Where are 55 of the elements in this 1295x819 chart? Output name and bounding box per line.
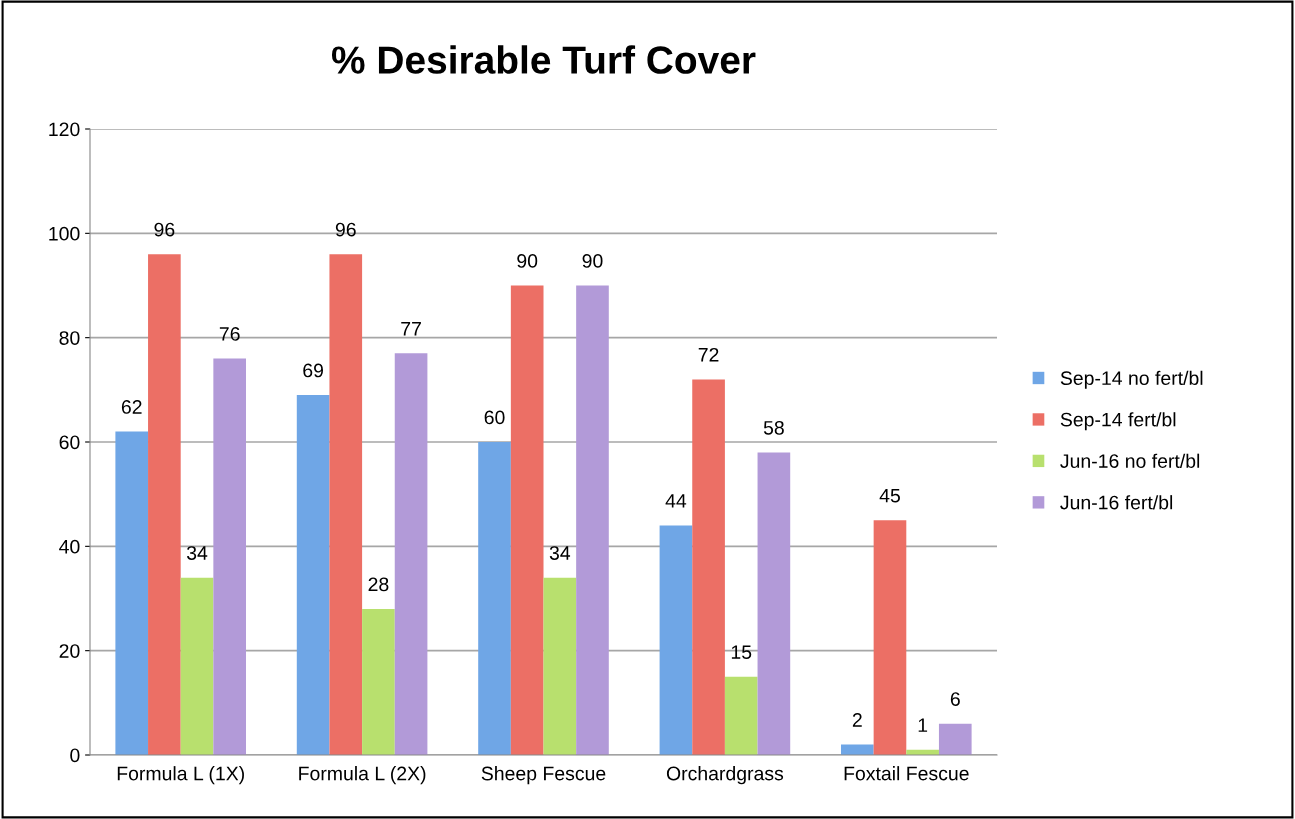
x-tick-label: Formula L (2X) xyxy=(299,766,426,785)
data-label: 58 xyxy=(763,420,784,435)
bar xyxy=(510,285,544,755)
y-tick-label: 60 xyxy=(59,435,80,450)
legend-label: Sep-14 fert/bl xyxy=(1060,412,1176,431)
bar xyxy=(724,676,758,755)
legend-label: Sep-14 no fert/bl xyxy=(1060,370,1203,389)
chart-title: % Desirable Turf Cover xyxy=(331,45,756,74)
bar xyxy=(148,254,181,755)
bar xyxy=(757,452,791,755)
y-tick-label: 100 xyxy=(49,226,80,241)
data-label: 96 xyxy=(335,222,356,237)
data-label: 90 xyxy=(517,254,538,268)
data-label: 96 xyxy=(154,222,175,237)
bar xyxy=(115,431,149,755)
data-label: 15 xyxy=(731,645,752,660)
legend-label: Jun-16 no fert/bl xyxy=(1060,453,1200,468)
x-tick-label: Orchardgrass xyxy=(666,766,784,785)
data-label: 6 xyxy=(950,692,960,706)
bar xyxy=(478,442,511,755)
y-tick-label: 80 xyxy=(59,331,80,345)
bar xyxy=(296,395,330,755)
y-tick-label: 120 xyxy=(49,122,80,137)
bar xyxy=(180,577,214,755)
data-label: 72 xyxy=(698,347,719,362)
bar xyxy=(543,577,577,755)
data-label: 34 xyxy=(186,546,208,560)
bar xyxy=(873,520,907,755)
bar xyxy=(394,353,428,755)
data-label: 45 xyxy=(879,488,900,503)
data-label: 34 xyxy=(549,546,571,560)
x-tick-label: Foxtail Fescue xyxy=(844,766,969,781)
bar xyxy=(938,723,972,755)
data-label: 62 xyxy=(121,400,142,414)
data-label: 90 xyxy=(582,254,603,268)
data-label: 69 xyxy=(303,363,324,378)
y-tick-label: 40 xyxy=(59,539,80,554)
bar xyxy=(213,358,246,755)
data-label: 77 xyxy=(401,322,421,336)
data-label: 76 xyxy=(219,327,240,341)
data-label: 28 xyxy=(368,577,389,592)
data-label: 1 xyxy=(918,718,928,732)
bar xyxy=(576,285,609,755)
data-label: 2 xyxy=(852,713,862,727)
y-tick-label: 0 xyxy=(70,748,80,763)
y-tick-label: 20 xyxy=(59,644,80,658)
x-tick-label: Sheep Fescue xyxy=(481,766,606,785)
bar xyxy=(329,254,363,755)
x-tick-label: Formula L (1X) xyxy=(117,766,244,785)
data-label: 60 xyxy=(484,410,505,425)
legend-label: Jun-16 fert/bl xyxy=(1060,495,1173,510)
bar xyxy=(362,608,395,755)
bar xyxy=(659,525,693,755)
bar xyxy=(692,379,725,755)
data-label: 44 xyxy=(665,494,687,508)
